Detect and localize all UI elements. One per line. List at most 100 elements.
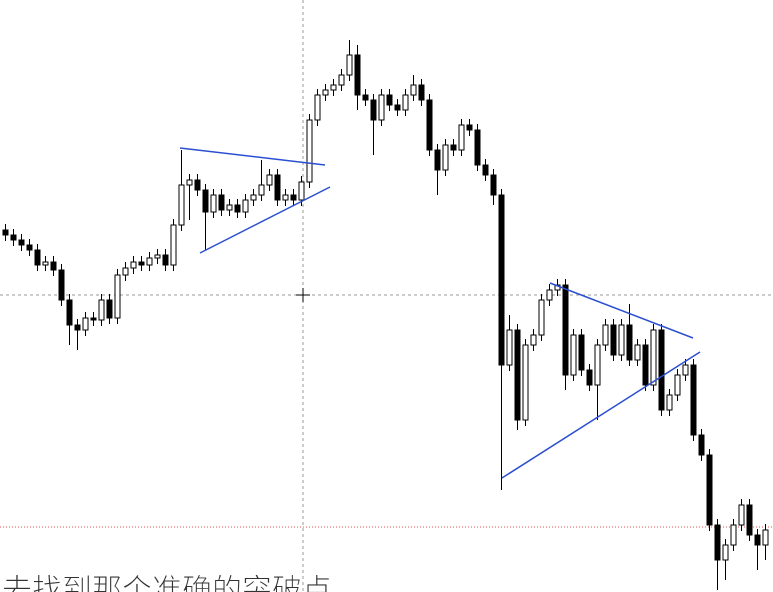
candle-body	[658, 329, 665, 411]
candle-body	[186, 179, 193, 186]
candle-body	[138, 261, 145, 266]
candle-body	[690, 364, 697, 436]
candle-body	[698, 434, 705, 456]
candle-body	[458, 124, 465, 151]
candle-body	[202, 189, 209, 213]
candle-body	[594, 344, 601, 386]
candle-body	[682, 364, 689, 376]
candle-body	[306, 119, 313, 183]
candle-body	[418, 84, 425, 101]
candle-body	[330, 84, 337, 91]
candle-body	[130, 261, 137, 269]
candle-body	[298, 181, 305, 201]
candle-body	[66, 299, 73, 326]
candle-body	[42, 261, 49, 266]
candle-body	[226, 204, 233, 211]
candles	[2, 40, 769, 590]
candle-body	[146, 257, 153, 266]
candle-body	[282, 194, 289, 201]
candle-body	[242, 199, 249, 213]
candle-body	[730, 524, 737, 546]
candle-body	[666, 394, 673, 411]
candle-body	[514, 329, 521, 421]
candle-body	[234, 204, 241, 213]
candle-body	[578, 334, 585, 371]
candle-body	[754, 534, 761, 546]
candle-body	[610, 324, 617, 356]
candle-body	[58, 269, 65, 301]
candle-body	[706, 454, 713, 526]
candle-body	[338, 74, 345, 86]
candle-body	[642, 344, 649, 386]
candle-body	[450, 144, 457, 151]
candle-body	[466, 124, 473, 131]
candle-body	[394, 104, 401, 111]
candle-body	[674, 374, 681, 396]
candle-body	[322, 89, 329, 96]
candle-body	[74, 324, 81, 331]
candle-body	[442, 144, 449, 171]
candle-body	[498, 194, 505, 366]
candle-body	[274, 174, 281, 201]
candle-body	[266, 174, 273, 186]
candle-body	[210, 194, 217, 213]
candle-body	[426, 99, 433, 151]
candle-body	[634, 344, 641, 361]
candle-body	[522, 344, 529, 421]
candle-body	[178, 184, 185, 226]
candle-body	[546, 289, 553, 301]
candle-body	[162, 254, 169, 266]
trendline	[549, 282, 694, 339]
candle-body	[538, 299, 545, 336]
candle-body	[378, 94, 385, 121]
candle-body	[258, 184, 265, 196]
candle-body	[490, 174, 497, 196]
trendlines	[179, 147, 701, 479]
cursor	[296, 288, 310, 302]
candle-body	[362, 94, 369, 101]
candle-body	[434, 149, 441, 171]
candle-body	[482, 164, 489, 176]
candle-body	[346, 54, 353, 76]
candle-body	[714, 524, 721, 561]
candle-body	[50, 261, 57, 271]
trendline	[199, 186, 331, 254]
candle-body	[26, 244, 33, 251]
candle-body	[34, 249, 41, 266]
candle-body	[354, 54, 361, 96]
trendline	[501, 351, 701, 479]
candle-body	[386, 94, 393, 106]
candle-body	[586, 369, 593, 386]
candle-body	[746, 504, 753, 536]
candle-body	[314, 94, 321, 121]
candle-body	[602, 324, 609, 346]
candle-body	[154, 254, 161, 259]
candle-body	[762, 529, 769, 546]
candle-body	[738, 504, 745, 526]
candle-body	[474, 129, 481, 166]
candle-body	[570, 334, 577, 376]
candle-body	[370, 99, 377, 121]
candle-body	[218, 194, 225, 211]
candle-body	[82, 317, 89, 331]
candle-body	[562, 284, 569, 376]
candle-body	[626, 324, 633, 361]
candle-body	[98, 299, 105, 321]
candle-body	[90, 317, 97, 321]
candle-body	[250, 194, 257, 201]
candle-body	[410, 84, 417, 96]
caption: 去找到那个准确的突破点	[2, 573, 332, 592]
trendline	[179, 147, 326, 166]
candle-body	[114, 274, 121, 319]
candle-body	[2, 229, 9, 236]
candle-body	[18, 239, 25, 246]
candle-body	[506, 329, 513, 366]
candle-body	[290, 194, 297, 201]
candle-body	[194, 179, 201, 191]
candle-body	[530, 334, 537, 346]
candle-body	[106, 299, 113, 319]
candle-body	[618, 324, 625, 356]
candle-body	[650, 329, 657, 386]
candle-body	[10, 234, 17, 241]
